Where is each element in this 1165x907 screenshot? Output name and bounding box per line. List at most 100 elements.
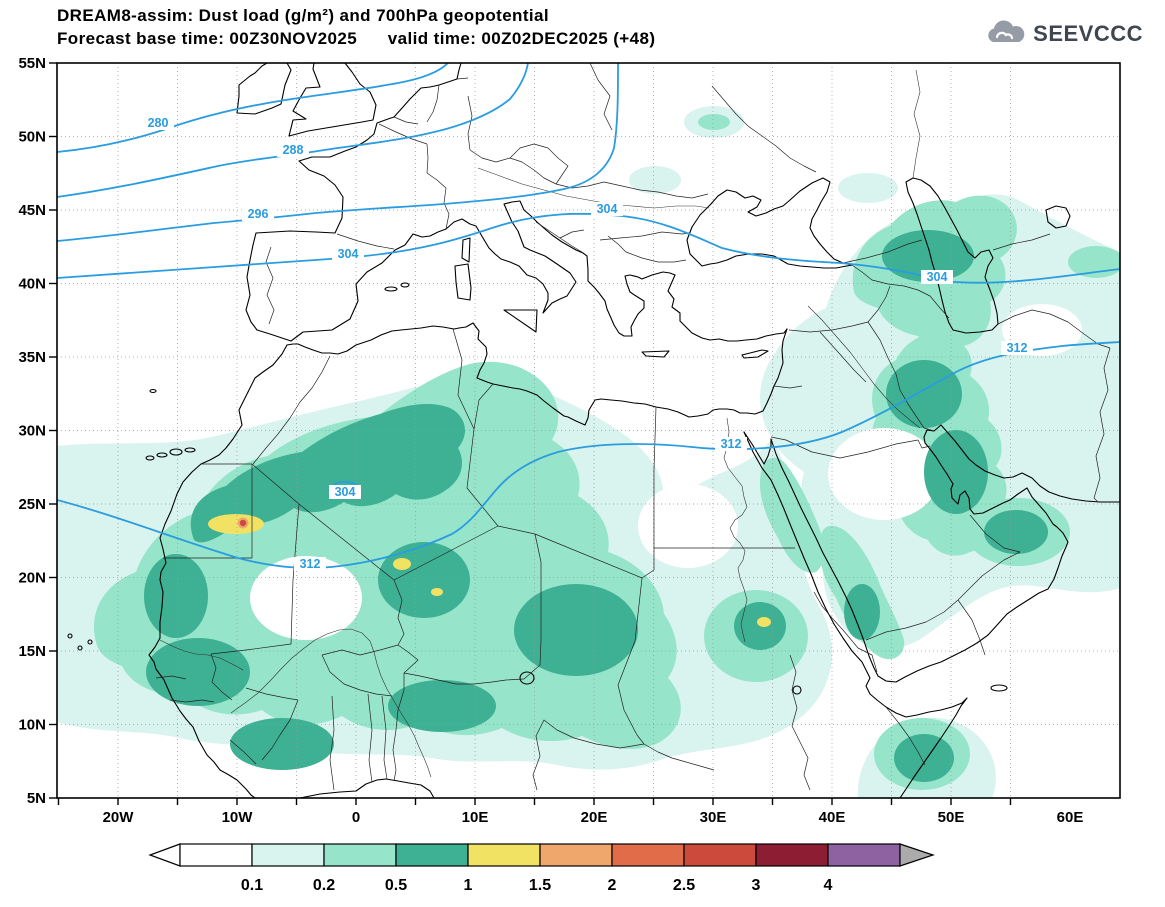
dust-core-senegal-0p5 — [146, 638, 250, 706]
contour-288 — [57, 63, 529, 198]
coastline-gulf-of-guinea — [299, 778, 435, 798]
border-portugal-spain-france — [265, 233, 395, 325]
coastline-aral — [1045, 205, 1071, 229]
coastline-britain — [288, 63, 377, 137]
coastline-caspian — [905, 177, 999, 334]
coastline-turkey-west — [667, 274, 788, 342]
lat-tick-label: 25N — [18, 496, 46, 513]
islands-misc — [384, 282, 1008, 695]
coastline-black-sea — [686, 177, 853, 269]
contour-label-box — [591, 202, 623, 216]
border-saudi-yemen-oman — [865, 514, 1021, 656]
contour-label-box — [1001, 341, 1033, 355]
river-senegal — [159, 639, 244, 671]
colorbar-segment — [467, 843, 541, 867]
contour-label-box — [329, 485, 361, 499]
colorbar-tick-label: 1 — [464, 877, 473, 894]
lon-tick-label: 20E — [581, 809, 608, 826]
coastline-europe-west — [255, 63, 462, 234]
colorbar-tick-label: 3 — [752, 877, 761, 894]
river-euphrates-tigris — [807, 305, 921, 429]
dust-core-mauritania-algeria-0p5 — [190, 403, 465, 543]
colorbar-tick-label: 2.5 — [673, 877, 695, 894]
clear-hole-nejd — [828, 428, 940, 520]
dust-core-south-algeria-0p5 — [378, 542, 470, 618]
dust-core-oman-0p5 — [984, 510, 1048, 554]
border-mauritania-mali-algeria — [210, 463, 395, 655]
coastline-west-africa — [148, 344, 288, 798]
dust-max-algeria-1 — [393, 558, 411, 570]
contour-280 — [57, 63, 449, 153]
coastline-iberia — [245, 228, 447, 342]
colorbar-tick-label: 0.5 — [385, 877, 407, 894]
colorbar-segment — [683, 843, 757, 867]
contour-label-box — [142, 116, 174, 130]
colorbar-segment — [611, 843, 685, 867]
dust-core-horn-0p5 — [894, 734, 954, 782]
lat-tick-label: 15N — [18, 643, 46, 660]
cloud-icon — [988, 20, 1025, 42]
colorbar-tick-label: 4 — [824, 877, 833, 894]
dust-core-coast-0p5 — [144, 554, 208, 638]
islands-canary — [145, 388, 196, 461]
border-jordan-saudi-iraq — [770, 385, 931, 459]
island-crete — [641, 350, 670, 358]
border-tunisia — [452, 328, 494, 430]
lon-tick-label: 10W — [222, 809, 254, 826]
border-western-sahara — [163, 463, 253, 559]
contour-label: 304 — [597, 202, 618, 216]
lat-tick-label: 30N — [18, 423, 46, 440]
river-volga — [912, 69, 921, 179]
colorbar-segment — [395, 843, 469, 867]
border-ethiopia-somalia — [885, 706, 926, 766]
colorbar-arrow-right — [899, 843, 935, 867]
border-nigeria-niger-benin — [392, 672, 525, 782]
chart-subtitle: Forecast base time: 00Z30NOV2025 valid t… — [57, 29, 656, 48]
coastline-iran-gulf — [933, 424, 1120, 503]
lon-tick-label: 20W — [103, 809, 135, 826]
border-morocco-algeria — [252, 355, 331, 465]
lon-tick-label: 50E — [938, 809, 965, 826]
island-sicily — [503, 309, 538, 333]
dust-spot-blacksea-0p1 — [838, 173, 898, 203]
colorbar-segment — [179, 843, 253, 867]
dust-core-guinea-0p5 — [230, 718, 334, 770]
colorbar-tick-label: 0.1 — [241, 877, 263, 894]
coastline-levant-northafrica — [286, 322, 788, 426]
coastline-sinai — [743, 431, 772, 465]
island-corsica — [461, 237, 471, 263]
logo-text: SEEVCCC — [1033, 21, 1143, 46]
border-niger-chad — [523, 533, 542, 680]
contour-label-box — [242, 207, 274, 221]
axes-layer: 20W 10W 0 10E 20E 30E 40E 50E 60E 55N 50N 45N 40N 35N… — [18, 55, 1121, 826]
river-nile — [723, 417, 748, 643]
dust-core-sw-arabia-0p5 — [844, 584, 880, 640]
lon-tick-label: 30E — [700, 809, 727, 826]
contour-label: 312 — [1007, 341, 1028, 355]
border-iran-turkmenistan — [992, 233, 1111, 349]
lat-tick-label: 45N — [18, 202, 46, 219]
border-sudan-eritrea-ethiopia — [789, 591, 878, 791]
dust-max-algeria2-1 — [431, 588, 443, 596]
contour-label: 304 — [335, 485, 356, 499]
colorbar-segment — [755, 843, 829, 867]
dust-max-mauritania-1 — [208, 514, 264, 534]
lon-tick-label: 10E — [462, 809, 489, 826]
border-west-africa-coastal-states — [229, 687, 388, 791]
colorbar-segment — [827, 843, 901, 867]
colorbar-arrow-left — [148, 843, 181, 867]
border-chad-car-cameroon — [532, 719, 715, 791]
lat-tick-label: 50N — [18, 129, 46, 146]
contour-label: 288 — [283, 143, 304, 157]
contour-label: 304 — [927, 270, 948, 284]
island-sardinia — [454, 263, 472, 301]
border-layer — [155, 63, 1111, 791]
border-balkans — [535, 181, 709, 263]
lat-tick-label: 20N — [18, 570, 46, 587]
lat-lon-grid — [57, 63, 1120, 798]
border-central-europe — [456, 77, 569, 185]
coastline-redsea-west — [743, 431, 871, 679]
dust-spot-balkans-0p2 — [698, 114, 730, 130]
border-caucasus — [842, 239, 950, 319]
